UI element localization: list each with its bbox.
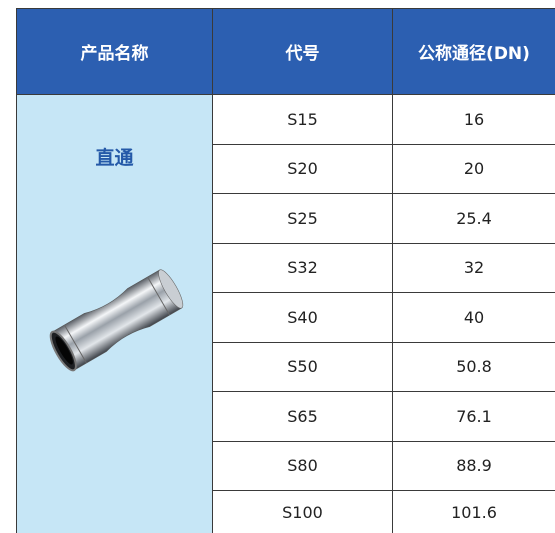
code-cell: S80	[212, 440, 392, 490]
dn-cell: 32	[392, 242, 555, 292]
code-cell: S25	[212, 193, 392, 243]
code-cell: S100	[212, 490, 392, 533]
dn-cell: 101.6	[392, 490, 555, 533]
dn-cell: 20	[392, 143, 555, 193]
dn-cell: 76.1	[392, 391, 555, 441]
dn-cell: 25.4	[392, 193, 555, 243]
header-cell: 公称通径(DN)	[392, 8, 555, 94]
code-cell: S50	[212, 341, 392, 391]
dn-cell: 50.8	[392, 341, 555, 391]
product-image	[49, 269, 184, 372]
code-cell: S15	[212, 94, 392, 144]
header-cell: 代号	[212, 8, 392, 94]
dn-cell: 16	[392, 94, 555, 144]
code-cell: S32	[212, 242, 392, 292]
dn-cell: 88.9	[392, 440, 555, 490]
product-cell: 直通	[16, 94, 212, 533]
code-cell: S20	[212, 143, 392, 193]
code-cell: S40	[212, 292, 392, 342]
header-cell: 产品名称	[16, 8, 212, 94]
dn-cell: 40	[392, 292, 555, 342]
product-name: 直通	[95, 147, 134, 169]
code-cell: S65	[212, 391, 392, 441]
